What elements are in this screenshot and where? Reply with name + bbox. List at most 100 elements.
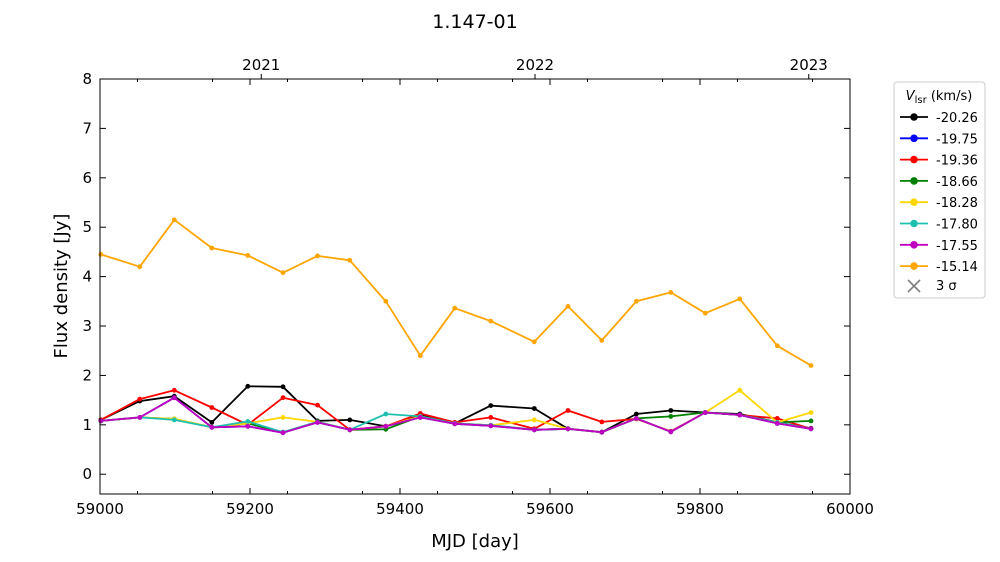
legend-label: -20.26 <box>936 111 978 126</box>
y-tick-label: 5 <box>82 218 92 236</box>
data-point <box>98 418 104 424</box>
data-point <box>171 217 177 223</box>
data-point <box>633 411 639 417</box>
data-point <box>280 415 286 420</box>
data-point <box>347 417 353 423</box>
y-tick-label: 0 <box>82 465 92 483</box>
data-point <box>452 421 458 427</box>
x-tick-label: 59200 <box>226 500 274 518</box>
data-point <box>808 418 814 424</box>
plot-series <box>98 217 814 436</box>
data-point <box>383 298 389 304</box>
legend-marker <box>910 134 918 143</box>
data-point <box>531 427 537 433</box>
data-point <box>668 414 674 419</box>
data-point <box>209 424 215 430</box>
legend-sigma-entry: 3 σ <box>907 279 957 294</box>
data-point <box>280 270 286 276</box>
data-point <box>565 408 571 413</box>
legend: Vlsr (km/s) -20.26 -19.75 -19.36 -18.66 -18.… <box>893 81 986 299</box>
legend-label: -19.36 <box>936 154 978 169</box>
series-line <box>100 396 812 434</box>
legend-marker <box>910 198 918 206</box>
data-point <box>171 417 177 423</box>
legend-items: -20.26 -19.75 -19.36 -18.66 -18.28 -17.80 -17.… <box>900 111 978 275</box>
data-point <box>531 406 537 411</box>
data-point <box>383 411 389 417</box>
year-tick-label: 2023 <box>790 56 828 74</box>
legend-title: Vlsr (km/s) <box>906 89 973 106</box>
data-point <box>599 338 605 343</box>
data-point <box>452 305 458 311</box>
legend-label: -18.66 <box>936 175 978 190</box>
data-point <box>737 412 743 418</box>
data-point <box>737 296 743 302</box>
y-tick-label: 3 <box>82 317 92 335</box>
data-point <box>737 387 743 393</box>
x-tick-label: 59800 <box>676 500 724 518</box>
sigma-cross-marker <box>907 279 921 293</box>
data-point <box>280 384 286 390</box>
data-point <box>488 423 494 429</box>
legend-sigma-label: 3 σ <box>936 279 957 294</box>
year-tick-label: 2022 <box>516 56 554 74</box>
data-point <box>315 420 320 425</box>
data-point <box>280 430 286 436</box>
y-tick-label: 6 <box>82 169 92 187</box>
data-point <box>488 318 494 324</box>
data-point <box>702 310 708 316</box>
series-line <box>100 396 812 434</box>
data-point <box>347 427 353 433</box>
legend-label: -17.80 <box>936 218 978 233</box>
data-point <box>808 426 814 432</box>
data-point <box>488 403 494 408</box>
chart-title: 1.147-01 <box>432 11 517 33</box>
legend-label: -17.55 <box>936 239 978 254</box>
x-tick-label: 59000 <box>76 500 124 518</box>
legend-marker <box>910 113 918 121</box>
data-point <box>383 423 389 429</box>
data-point <box>417 353 423 359</box>
data-point <box>774 343 780 349</box>
y-tick-label: 7 <box>82 119 92 137</box>
data-point <box>245 383 251 389</box>
data-point <box>599 419 605 425</box>
legend-marker <box>910 219 918 228</box>
data-point <box>171 395 177 401</box>
data-point <box>98 252 104 257</box>
data-point <box>774 421 780 426</box>
data-point <box>633 298 639 304</box>
legend-marker <box>910 262 918 270</box>
data-point <box>702 410 708 415</box>
data-point <box>245 253 251 258</box>
y-axis-label: Flux density [Jy] <box>51 214 72 359</box>
legend-label: -15.14 <box>936 260 978 275</box>
data-point <box>668 408 674 413</box>
series-line <box>100 218 812 367</box>
x-axis-ticks: 59000 59200 59400 59600 59800 60000 <box>76 79 874 518</box>
x-tick-label: 59600 <box>526 500 574 518</box>
data-point <box>209 420 215 425</box>
top-axis-year-ticks: 2021 2022 2023 <box>242 56 828 79</box>
data-point <box>171 387 177 393</box>
data-point <box>808 410 814 415</box>
data-point <box>565 303 571 309</box>
y-tick-label: 2 <box>82 366 92 384</box>
legend-label: -19.75 <box>936 132 978 147</box>
data-point <box>245 419 251 424</box>
x-axis-label: MJD [day] <box>431 531 519 552</box>
data-point <box>209 405 215 410</box>
data-point <box>668 429 674 435</box>
y-tick-label: 8 <box>82 70 92 88</box>
y-tick-label: 1 <box>82 416 92 434</box>
legend-label: -18.28 <box>936 196 978 211</box>
y-tick-label: 4 <box>82 268 92 286</box>
data-point <box>280 395 286 401</box>
plot-frame <box>99 78 851 495</box>
legend-marker <box>910 177 918 185</box>
data-point <box>417 415 423 420</box>
data-point <box>774 416 780 421</box>
x-tick-label: 59400 <box>376 500 424 518</box>
legend-marker <box>910 241 918 249</box>
